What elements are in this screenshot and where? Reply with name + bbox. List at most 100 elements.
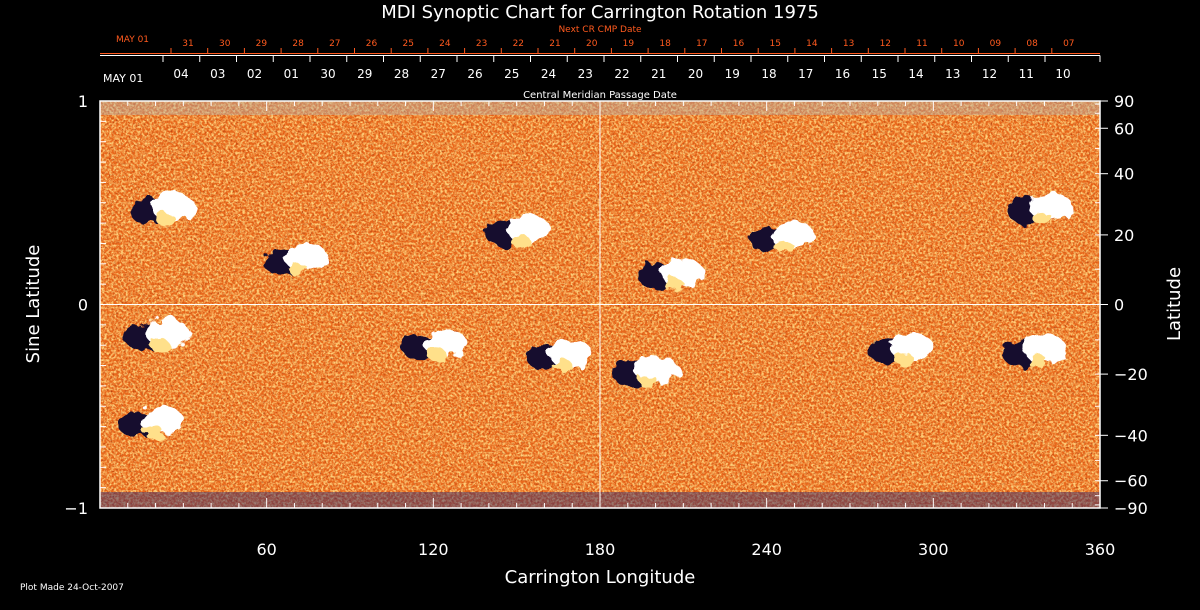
cmp-date-label: 20 xyxy=(688,67,703,81)
next-cmp-date-label: 14 xyxy=(806,39,818,49)
y-axis-label-left: Sine Latitude xyxy=(23,245,44,364)
plage-patch xyxy=(510,235,531,248)
next-cmp-date-label: 23 xyxy=(476,39,487,49)
cmp-start-label: MAY 01 xyxy=(103,72,143,85)
active-region xyxy=(868,333,934,366)
next-cmp-date-label: 25 xyxy=(402,39,413,49)
active-region xyxy=(123,319,190,352)
cmp-date-label: 15 xyxy=(872,67,887,81)
y-right-tick-label: −20 xyxy=(1114,365,1148,384)
cmp-date-label: 11 xyxy=(1019,67,1034,81)
next-cmp-date-label: 24 xyxy=(439,39,451,49)
active-region xyxy=(637,257,704,290)
active-region xyxy=(1006,192,1073,225)
y-right-tick-label: 60 xyxy=(1114,119,1134,138)
next-cmp-date-label: 18 xyxy=(659,39,671,49)
cmp-axis-title: Central Meridian Passage Date xyxy=(523,90,677,101)
active-region xyxy=(484,215,551,248)
cmp-date-label: 24 xyxy=(541,67,556,81)
x-tick-label: 60 xyxy=(256,540,276,559)
y-right-tick-label: −40 xyxy=(1114,426,1148,445)
footer-plot-made: Plot Made 24-Oct-2007 xyxy=(20,583,124,593)
cmp-date-label: 17 xyxy=(798,67,813,81)
next-cmp-date-label: 28 xyxy=(292,39,304,49)
next-cmp-date-label: 22 xyxy=(513,39,524,49)
y-right-tick-label: 20 xyxy=(1114,226,1134,245)
cmp-date-label: 27 xyxy=(431,67,446,81)
cmp-date-label: 03 xyxy=(210,67,225,81)
next-cmp-date-label: 21 xyxy=(549,39,560,49)
cmp-date-label: 04 xyxy=(173,67,188,81)
cmp-date-label: 29 xyxy=(357,67,372,81)
active-region xyxy=(129,192,196,225)
next-cmp-date-label: 26 xyxy=(366,39,378,49)
plage-patch xyxy=(894,353,914,366)
active-region xyxy=(1001,335,1068,368)
cmp-date-label: 14 xyxy=(908,67,923,81)
y-right-tick-label: 90 xyxy=(1114,92,1134,111)
next-cmp-date-label: 11 xyxy=(916,39,927,49)
cmp-date-label: 30 xyxy=(320,67,335,81)
next-cmp-date-label: 30 xyxy=(219,39,231,49)
next-cmp-date-label: 20 xyxy=(586,39,598,49)
cmp-date-label: 01 xyxy=(284,67,299,81)
cmp-date-label: 28 xyxy=(394,67,409,81)
cmp-date-label: 26 xyxy=(467,67,482,81)
cmp-date-label: 19 xyxy=(725,67,740,81)
next-cmp-date-label: 09 xyxy=(990,39,1002,49)
y-right-tick-label: −60 xyxy=(1114,472,1148,491)
x-axis-label: Carrington Longitude xyxy=(505,567,696,588)
plage-patch xyxy=(155,212,176,225)
active-region xyxy=(401,329,468,362)
cmp-date-label: 02 xyxy=(247,67,262,81)
x-tick-label: 120 xyxy=(418,540,449,559)
cmp-date-label: 23 xyxy=(578,67,593,81)
cmp-date-label: 12 xyxy=(982,67,997,81)
chart-title: MDI Synoptic Chart for Carrington Rotati… xyxy=(381,2,819,23)
x-tick-label: 180 xyxy=(585,540,616,559)
next-cmp-date-label: 08 xyxy=(1026,39,1038,49)
y-left-tick-label: 0 xyxy=(78,296,88,315)
x-tick-label: 240 xyxy=(751,540,782,559)
cmp-date-label: 18 xyxy=(761,67,776,81)
next-cmp-start-label: MAY 01 xyxy=(116,35,149,45)
next-cmp-date-label: 10 xyxy=(953,39,965,49)
cmp-date-label: 10 xyxy=(1055,67,1070,81)
cmp-date-label: 22 xyxy=(614,67,629,81)
next-cmp-date-label: 07 xyxy=(1063,39,1074,49)
next-cmp-date-label: 27 xyxy=(329,39,340,49)
y-right-tick-label: 0 xyxy=(1114,296,1124,315)
y-left-tick-label: 1 xyxy=(78,92,88,111)
plage-patch xyxy=(663,277,684,290)
y-left-tick-label: −1 xyxy=(64,499,88,518)
next-cmp-date-label: 15 xyxy=(769,39,780,49)
active-region xyxy=(262,243,329,276)
next-cmp-date-label: 29 xyxy=(256,39,268,49)
plage-patch xyxy=(1027,355,1048,368)
next-cmp-date-label: 12 xyxy=(880,39,891,49)
next-cmp-date-label: 19 xyxy=(623,39,635,49)
cmp-date-label: 25 xyxy=(504,67,519,81)
active-region xyxy=(118,406,184,439)
cmp-date-label: 16 xyxy=(835,67,850,81)
plage-patch xyxy=(774,241,795,254)
y-axis-label-right: Latitude xyxy=(1164,267,1185,341)
next-cmp-date-label: 13 xyxy=(843,39,854,49)
x-tick-label: 360 xyxy=(1085,540,1116,559)
plage-patch xyxy=(552,359,573,372)
y-right-tick-label: −90 xyxy=(1114,499,1148,518)
y-right-tick-label: 40 xyxy=(1114,165,1134,184)
plage-patch xyxy=(149,339,170,352)
plage-patch xyxy=(144,426,164,439)
plage-patch xyxy=(427,349,448,362)
active-region xyxy=(748,221,815,254)
plage-patch xyxy=(1032,212,1053,225)
x-tick-label: 300 xyxy=(918,540,949,559)
active-region xyxy=(526,339,593,372)
plage-patch xyxy=(288,263,309,276)
next-cmp-date-label: 17 xyxy=(696,39,707,49)
cmp-date-label: 21 xyxy=(651,67,666,81)
next-cmp-date-label: 16 xyxy=(733,39,745,49)
next-cmp-title: Next CR CMP Date xyxy=(558,25,642,35)
